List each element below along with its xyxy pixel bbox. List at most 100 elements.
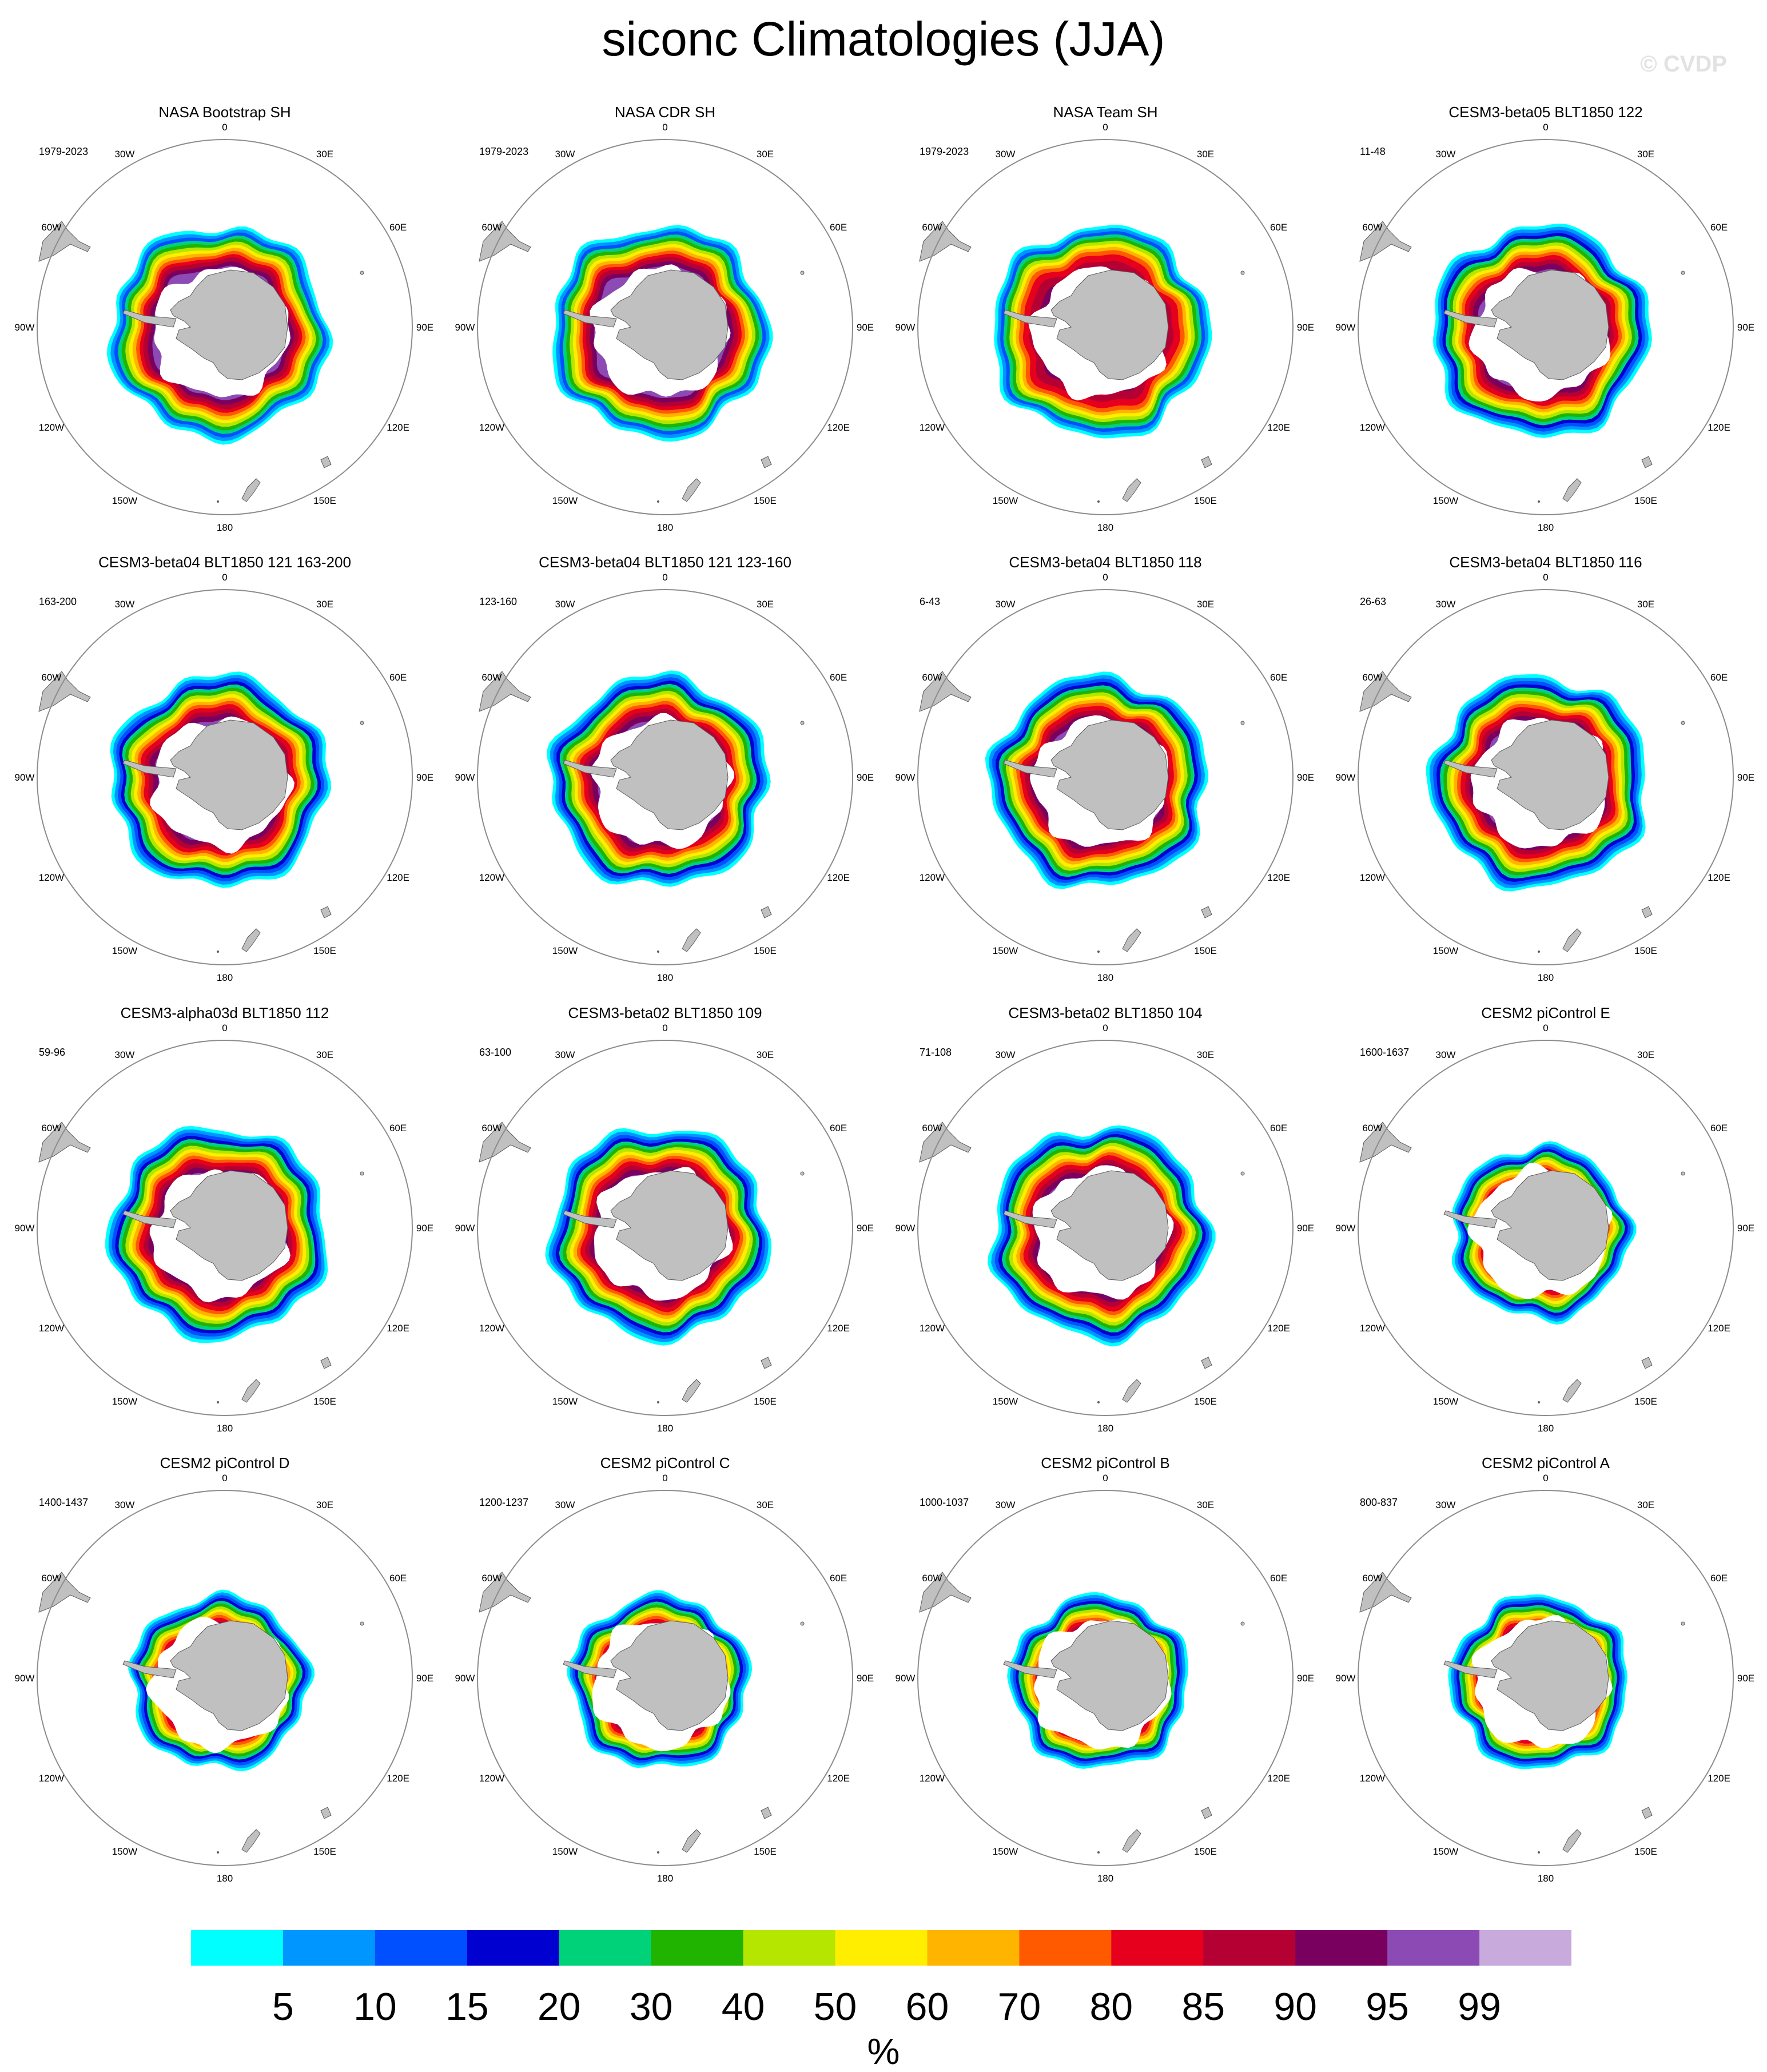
longitude-label: 0 (1103, 1473, 1108, 1484)
longitude-label: 30E (1637, 149, 1654, 160)
panel-title: CESM3-beta05 BLT1850 122 (1448, 104, 1642, 121)
longitude-label: 60E (830, 672, 847, 683)
colorbar-tick-label: 10 (353, 1985, 397, 2029)
panel-title: CESM3-beta04 BLT1850 118 (1009, 554, 1201, 571)
longitude-label: 60E (389, 1573, 407, 1584)
longitude-label: 150E (1194, 495, 1217, 506)
longitude-label: 90W (455, 772, 475, 783)
longitude-label: 150W (112, 495, 137, 506)
island (1097, 1851, 1100, 1854)
longitude-label: 30W (1436, 1500, 1456, 1510)
antarctica (610, 1170, 729, 1281)
panel-title: CESM2 piControl A (1482, 1454, 1610, 1472)
longitude-label: 90W (896, 1673, 916, 1684)
tasmania (1201, 456, 1212, 468)
longitude-label: 120W (920, 422, 945, 433)
map-panel: CESM2 piControl D 1400-1437 0 30E 60E 90E 120E… (0, 1451, 440, 1903)
longitude-label: 30W (996, 1500, 1016, 1510)
longitude-label: 90W (15, 1673, 35, 1684)
longitude-label: 90E (1737, 1673, 1754, 1684)
antarctica (610, 269, 729, 380)
panel-title: CESM3-beta04 BLT1850 116 (1449, 554, 1642, 571)
longitude-label: 120W (479, 1323, 504, 1334)
longitude-label: 120E (827, 1773, 850, 1784)
colorbar-tick-label: 30 (629, 1985, 673, 2029)
colorbar-tick-label: 15 (445, 1985, 489, 2029)
longitude-label: 60W (41, 672, 61, 683)
panel-years: 11-48 (1360, 146, 1386, 157)
kerguelen-island (1240, 1621, 1245, 1626)
longitude-label: 0 (1543, 1023, 1548, 1033)
antarctic-peninsula (1443, 1210, 1498, 1228)
colorbar-tick-label: 90 (1273, 1985, 1317, 2029)
longitude-label: 90E (857, 772, 874, 783)
tasmania (1641, 1357, 1653, 1369)
panel-years: 1600-1637 (1360, 1047, 1409, 1058)
longitude-label: 60E (1710, 672, 1728, 683)
longitude-label: 180 (217, 522, 233, 533)
antarctica (1050, 1620, 1169, 1731)
polar-map: CESM3-alpha03d BLT1850 112 59-96 0 30E 60E 90… (15, 1004, 434, 1434)
panel-title: CESM2 piControl E (1481, 1004, 1610, 1021)
tasmania (761, 1357, 772, 1369)
longitude-label: 90W (896, 772, 916, 783)
longitude-label: 120E (1267, 872, 1290, 883)
longitude-label: 90E (416, 1223, 433, 1234)
map-panel: NASA Bootstrap SH 1979-2023 0 30E 60E 90E 120E… (0, 100, 440, 552)
longitude-label: 180 (657, 1423, 673, 1434)
longitude-label: 150E (1194, 1396, 1217, 1407)
antarctic-peninsula (563, 1660, 617, 1679)
map-panel: CESM3-beta04 BLT1850 116 26-63 0 30E 60E 90E 1… (1321, 550, 1761, 1002)
longitude-label: 150W (993, 495, 1018, 506)
longitude-label: 30E (316, 1049, 333, 1060)
tasmania (1641, 456, 1653, 468)
new-zealand (1122, 1379, 1141, 1403)
new-zealand (1122, 478, 1141, 502)
longitude-label: 90W (15, 1223, 35, 1234)
longitude-label: 30W (996, 1049, 1016, 1060)
longitude-label: 60E (1710, 1123, 1728, 1134)
tasmania (320, 1807, 332, 1819)
longitude-label: 120W (39, 872, 64, 883)
polar-map: CESM3-beta02 BLT1850 104 71-108 0 30E 60E 90E… (896, 1004, 1315, 1434)
island (217, 1401, 219, 1403)
colorbar-swatch (559, 1930, 652, 1966)
polar-map: CESM3-beta02 BLT1850 109 63-100 0 30E 60E 90E… (455, 1004, 874, 1434)
longitude-label: 30W (555, 599, 575, 610)
map-panel: CESM3-beta04 BLT1850 121 163-200 163-200 0… (0, 550, 440, 1002)
polar-map: CESM2 piControl A 800-837 0 30E 60E 90E 120E 15… (1336, 1454, 1755, 1884)
watermark: © CVDP (1640, 51, 1727, 77)
longitude-label: 0 (222, 122, 227, 133)
longitude-label: 180 (1538, 1423, 1554, 1434)
longitude-label: 30W (115, 149, 135, 160)
new-zealand (241, 478, 261, 502)
panel-years: 1000-1037 (920, 1497, 969, 1508)
longitude-label: 120E (1267, 1773, 1290, 1784)
south-america (38, 1121, 91, 1163)
colorbar-swatch (1019, 1930, 1112, 1966)
longitude-label: 150W (1433, 1396, 1458, 1407)
new-zealand (682, 478, 701, 502)
island (657, 1401, 659, 1403)
colorbar-swatch (1203, 1930, 1296, 1966)
longitude-label: 0 (662, 1023, 667, 1033)
antarctic-peninsula (1443, 309, 1498, 328)
island (657, 1851, 659, 1854)
longitude-label: 120E (827, 422, 850, 433)
panel-title: CESM3-beta04 BLT1850 121 163-200 (98, 554, 351, 571)
island (1097, 951, 1100, 953)
tasmania (320, 906, 332, 918)
panel-title: CESM3-beta04 BLT1850 121 123-160 (539, 554, 791, 571)
longitude-label: 180 (1538, 1873, 1554, 1884)
south-america (38, 221, 91, 262)
longitude-label: 150W (112, 945, 137, 956)
island (1097, 500, 1100, 503)
longitude-label: 90W (1336, 1673, 1356, 1684)
longitude-label: 0 (1103, 122, 1108, 133)
longitude-label: 90E (1297, 322, 1314, 333)
colorbar-tick-label: 60 (905, 1985, 949, 2029)
tasmania (1201, 1357, 1212, 1369)
map-boundary (37, 1040, 413, 1416)
longitude-label: 120E (387, 872, 409, 883)
longitude-label: 60W (922, 222, 942, 233)
